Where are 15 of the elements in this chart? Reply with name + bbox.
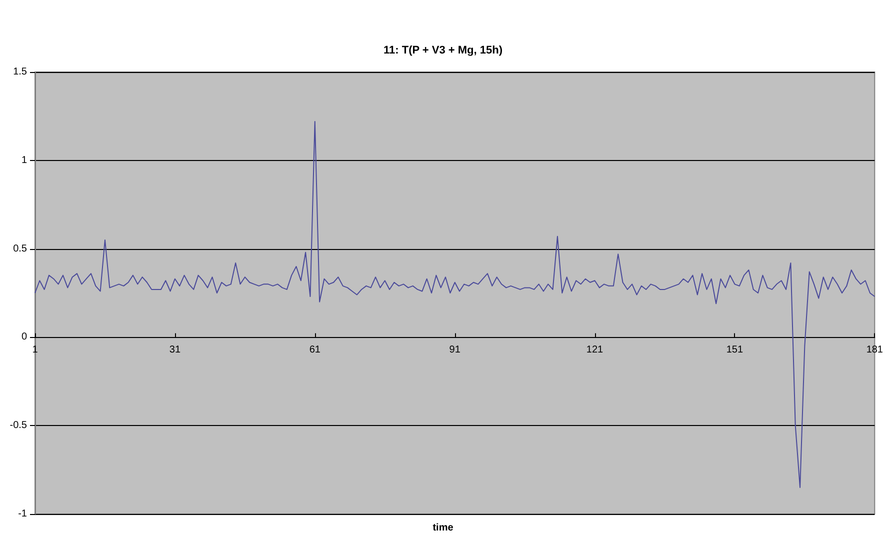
y-tick-label: 0.5: [13, 243, 28, 254]
x-tick-label: 91: [449, 344, 461, 356]
x-tick-label: 1: [32, 344, 38, 356]
x-tick-label: 181: [866, 344, 884, 356]
x-tick-label: 121: [586, 344, 604, 356]
x-tick-label: 31: [169, 344, 181, 356]
chart-title: 11: T(P + V3 + Mg, 15h): [383, 44, 503, 56]
x-axis-title: time: [432, 522, 454, 534]
x-tick-label: 151: [726, 344, 744, 356]
y-tick-label: -0.5: [10, 420, 28, 432]
y-tick-label: 0: [21, 332, 28, 343]
y-tick-label: 1: [21, 154, 28, 166]
y-tick-label: -1: [18, 508, 28, 520]
y-tick-label: 1.5: [13, 66, 28, 78]
x-tick-label: 61: [309, 344, 321, 356]
